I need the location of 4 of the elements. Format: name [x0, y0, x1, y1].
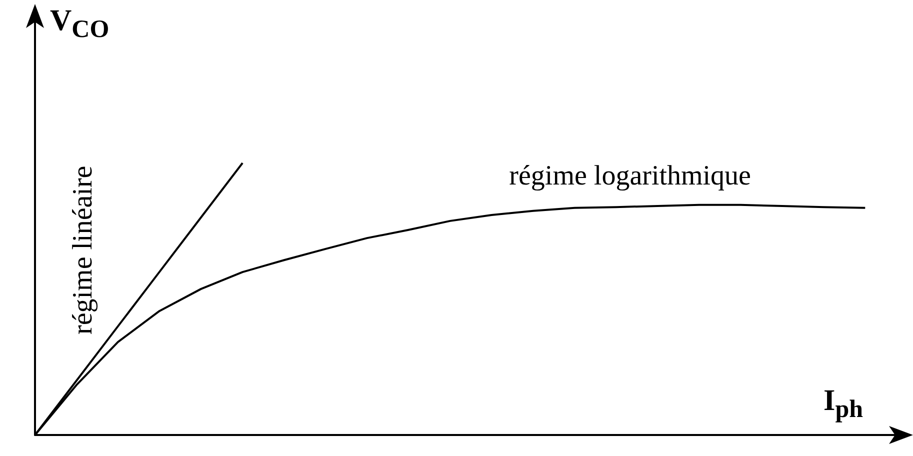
x-axis-title: I$_{ph}$ [824, 384, 863, 423]
y-axis-title: V$_{CO}$ [50, 4, 110, 43]
annotation: régime logarithmique [509, 160, 751, 192]
annotation: régime linéaire [67, 166, 98, 334]
